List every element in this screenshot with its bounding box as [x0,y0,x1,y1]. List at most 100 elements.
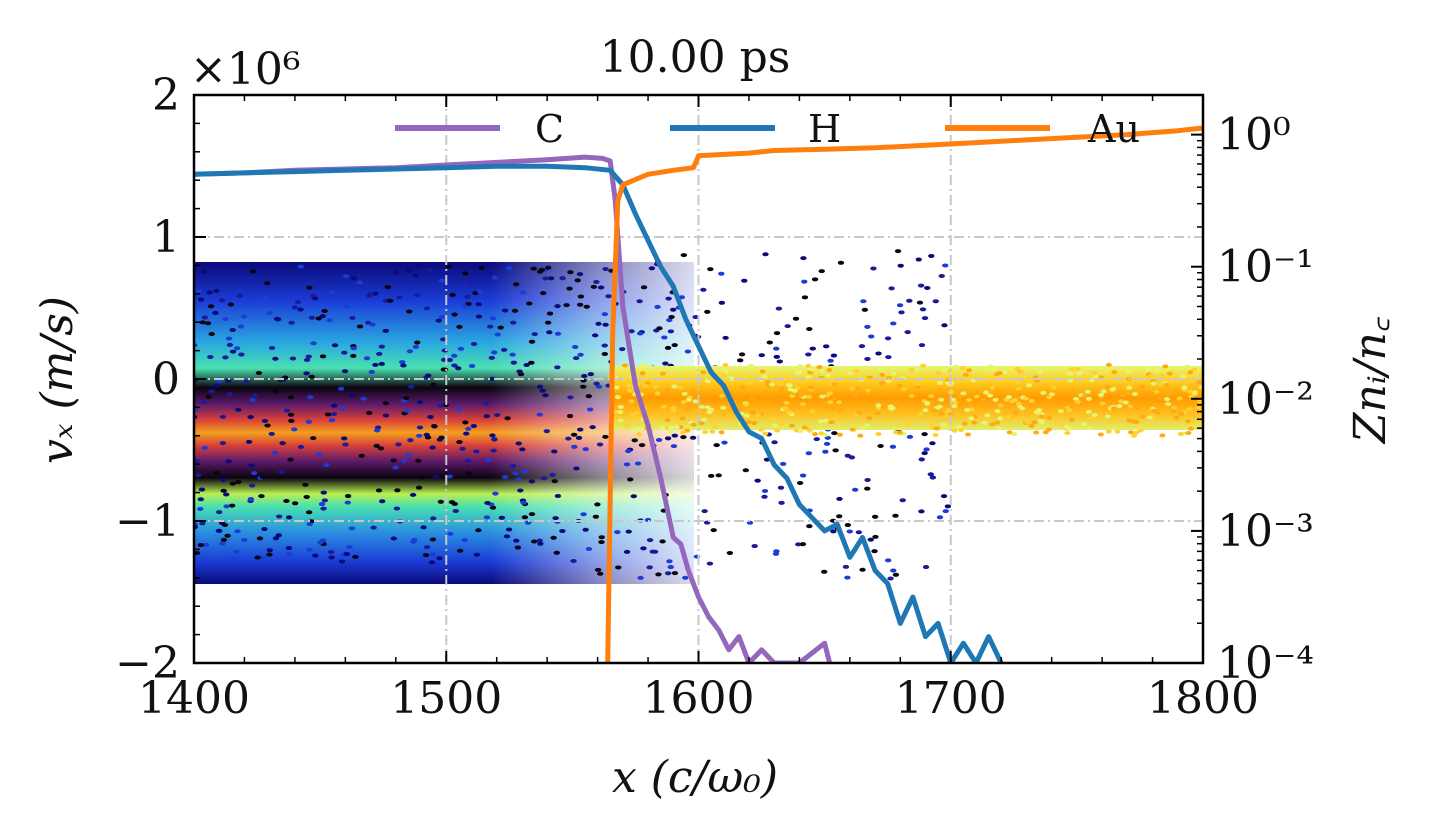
scatter-point [692,315,699,320]
scatter-point [852,394,859,399]
scatter-point [848,455,856,460]
scatter-point [261,527,268,532]
scatter-point [908,393,915,398]
scatter-point [427,414,434,419]
scatter-point [837,260,845,265]
scatter-point [1019,369,1026,374]
scatter-point [406,349,414,354]
scatter-point [961,421,968,426]
scatter-point [510,320,517,325]
scatter-point [872,534,879,539]
scatter-point [1185,419,1192,424]
scatter-point [622,363,629,368]
y-right-tick-label: 10⁻³ [1217,506,1314,557]
scatter-point [473,552,481,557]
scatter-point [685,397,692,402]
scatter-point [425,373,432,378]
scatter-point [438,314,445,319]
scatter-point [1119,393,1126,398]
scatter-point [924,285,931,290]
scatter-point [921,451,928,456]
scatter-point [764,380,771,385]
scatter-point [885,375,892,380]
scatter-point [893,400,900,405]
scatter-point [720,373,727,378]
scatter-point [896,303,904,308]
scatter-point [879,372,886,377]
scatter-point [570,558,577,563]
scatter-point [981,366,988,371]
scatter-point [596,442,604,447]
scatter-point [794,370,801,375]
scatter-point [287,412,295,417]
scatter-point [894,249,902,254]
scatter-point [262,295,269,300]
scatter-point [936,387,943,392]
scatter-point [254,555,261,560]
scatter-point [475,314,483,319]
scatter-point [530,266,538,271]
scatter-point [587,372,595,377]
scatter-point [638,443,646,448]
scatter-point [896,430,903,435]
scatter-point [635,417,642,422]
scatter-point [420,525,427,530]
scatter-point [875,431,882,436]
scatter-point [415,485,423,490]
scatter-point [233,346,241,351]
scatter-point [305,354,312,359]
scatter-point [671,384,678,389]
scatter-point [792,316,800,321]
scatter-point [938,274,945,279]
scatter-point [929,441,936,446]
scatter-point [487,324,494,329]
scatter-point [413,292,421,297]
scatter-point [890,365,897,370]
scatter-point [595,384,603,389]
scatter-point [664,387,671,392]
scatter-point [700,417,707,422]
y-left-tick-label: −1 [115,496,180,547]
scatter-point [713,443,720,448]
scatter-point [342,442,349,447]
scatter-point [1131,392,1138,397]
scatter-point [761,494,768,499]
scatter-point [631,438,638,443]
scatter-point [690,422,697,427]
scatter-point [554,493,562,498]
scatter-point [900,387,907,392]
scatter-point [799,473,807,478]
scatter-point [942,263,949,268]
scatter-point [593,381,600,386]
scatter-point [830,353,838,358]
scatter-point [1163,397,1170,402]
scatter-point [583,304,590,309]
scatter-point [435,318,442,323]
scatter-point [255,371,263,376]
scatter-point [337,386,345,391]
scatter-point [896,383,903,388]
scatter-point [952,400,959,405]
scatter-point [601,312,609,317]
scatter-point [766,340,773,345]
scatter-point [636,299,643,304]
scatter-point [813,437,820,442]
scatter-point [673,425,680,430]
scatter-point [372,291,379,296]
scatter-point [1058,422,1065,427]
scatter-point [236,293,244,298]
scatter-point [617,418,624,423]
scatter-point [195,289,202,294]
scatter-point [831,431,838,436]
scatter-point [773,331,781,336]
legend-label-h: H [808,107,841,151]
scatter-point [762,431,769,436]
scatter-point [994,409,1001,414]
scatter-point [1088,378,1095,383]
scatter-point [654,391,661,396]
scatter-point [885,355,892,360]
scatter-point [249,269,257,274]
scatter-point [343,304,351,309]
scatter-point [938,397,945,402]
scatter-point [1048,392,1055,397]
